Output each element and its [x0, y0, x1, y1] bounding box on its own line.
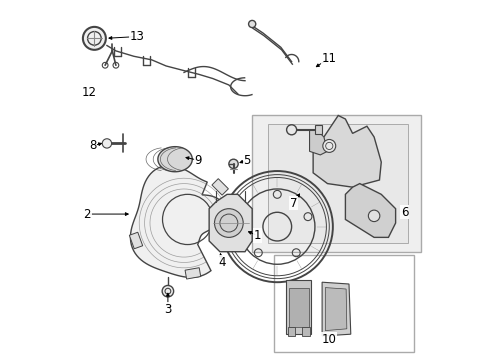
- Bar: [252, 116, 421, 252]
- Bar: [274, 255, 414, 352]
- Circle shape: [248, 21, 256, 28]
- Text: 8: 8: [89, 139, 96, 152]
- Polygon shape: [315, 126, 322, 134]
- Polygon shape: [288, 327, 295, 336]
- Polygon shape: [212, 179, 228, 195]
- Circle shape: [229, 159, 238, 168]
- Polygon shape: [209, 194, 252, 252]
- Circle shape: [368, 210, 380, 222]
- Polygon shape: [310, 130, 327, 155]
- Polygon shape: [302, 327, 310, 336]
- Text: 1: 1: [254, 229, 261, 242]
- Text: 6: 6: [401, 206, 408, 219]
- Text: 7: 7: [290, 197, 297, 210]
- Circle shape: [323, 139, 336, 152]
- Circle shape: [162, 285, 173, 297]
- Polygon shape: [286, 280, 311, 334]
- Circle shape: [215, 209, 243, 237]
- Circle shape: [83, 27, 106, 50]
- Polygon shape: [313, 116, 381, 187]
- Text: 10: 10: [322, 333, 337, 346]
- Polygon shape: [185, 268, 201, 279]
- Polygon shape: [158, 147, 192, 172]
- Polygon shape: [130, 166, 225, 278]
- Circle shape: [287, 125, 296, 135]
- Polygon shape: [289, 288, 309, 327]
- Polygon shape: [345, 184, 395, 237]
- Text: 9: 9: [195, 154, 202, 167]
- Polygon shape: [129, 232, 143, 249]
- Circle shape: [102, 139, 112, 148]
- Text: 2: 2: [83, 208, 91, 221]
- Polygon shape: [322, 282, 351, 336]
- Text: 13: 13: [130, 30, 145, 43]
- Text: 11: 11: [322, 51, 337, 64]
- Text: 12: 12: [81, 86, 97, 99]
- Text: 4: 4: [218, 256, 225, 269]
- Polygon shape: [325, 288, 347, 330]
- Text: 5: 5: [243, 154, 250, 167]
- Text: 3: 3: [164, 303, 171, 316]
- Bar: [269, 125, 408, 243]
